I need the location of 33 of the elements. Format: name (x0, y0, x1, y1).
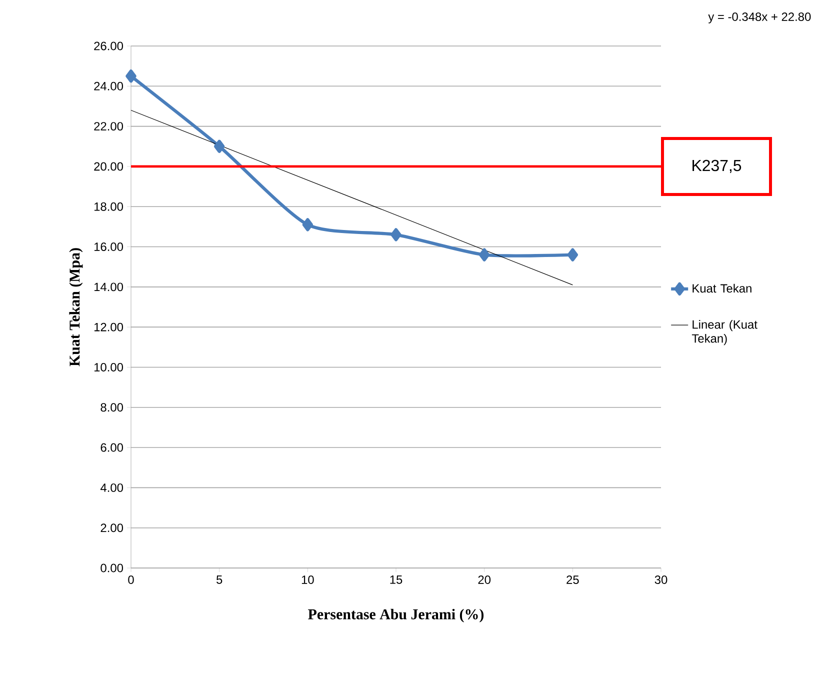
point (214, 140, 225, 153)
x-tick-label: 25 (566, 576, 579, 584)
x-tick-label: 30 (654, 576, 668, 584)
y-tick-label: 22.00 (94, 122, 124, 131)
y-tick-label: 2.00 (100, 524, 124, 532)
y-tick-label: 16.00 (94, 242, 124, 251)
y-tick-label: 24.00 (94, 82, 124, 90)
x-tick-label: 10 (302, 576, 314, 584)
y-tick-label: 18.00 (94, 202, 124, 211)
point (567, 248, 578, 262)
y-axis-title: Kuat Tekan (Mpa) (69, 248, 83, 366)
point (390, 228, 402, 242)
y-tick-label: 4.00 (100, 483, 124, 492)
x-axis-title: Persentase Abu Jerami (%) (308, 608, 484, 622)
y-tick-label: 8.00 (100, 403, 124, 412)
legend-label: Linear (Kuat Tekan) (692, 320, 758, 346)
legend-label: Kuat Tekan (692, 284, 752, 293)
text: y = -0.348x + 22.80 (708, 12, 811, 24)
y-tick-label: 0.00 (100, 564, 124, 572)
x-tick-label: 5 (216, 576, 222, 584)
y-tick-label: 10.00 (94, 363, 124, 372)
y-tick-label: 14.00 (94, 282, 124, 292)
y-tick-label: 12.00 (94, 322, 124, 332)
x-tick-label: 0 (128, 576, 134, 584)
point (478, 248, 490, 262)
y-tick-label: 26.00 (94, 42, 124, 50)
ref-line-label: K237,5 (692, 160, 742, 174)
point (302, 218, 314, 232)
point (126, 70, 136, 83)
x-tick-label: 20 (478, 576, 491, 584)
y-tick-label: 20.00 (94, 162, 124, 171)
y-tick-label: 6.00 (100, 443, 124, 452)
x-tick-label: 15 (390, 576, 402, 584)
